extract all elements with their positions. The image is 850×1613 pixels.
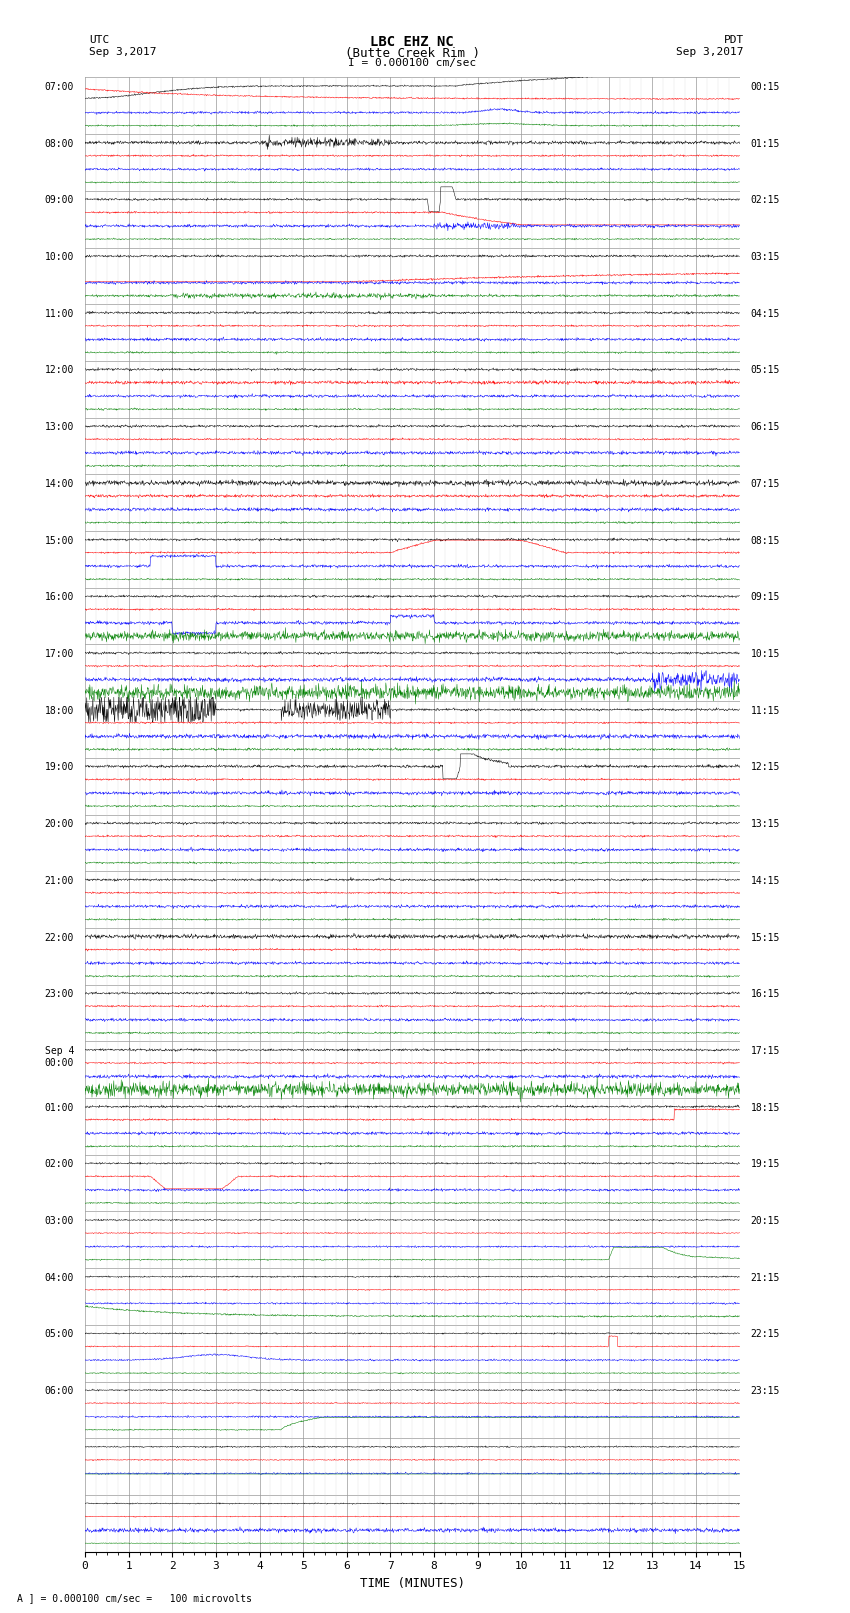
- Text: A ] = 0.000100 cm/sec =   100 microvolts: A ] = 0.000100 cm/sec = 100 microvolts: [17, 1594, 252, 1603]
- Text: 19:15: 19:15: [751, 1160, 779, 1169]
- Text: 12:15: 12:15: [751, 763, 779, 773]
- Text: 08:00: 08:00: [45, 139, 74, 148]
- Text: (Butte Creek Rim ): (Butte Creek Rim ): [345, 47, 479, 60]
- Text: UTC: UTC: [89, 35, 110, 45]
- Text: 17:00: 17:00: [45, 648, 74, 660]
- Text: 08:15: 08:15: [751, 536, 779, 545]
- Text: 06:00: 06:00: [45, 1386, 74, 1397]
- Text: 11:15: 11:15: [751, 706, 779, 716]
- Text: 23:15: 23:15: [751, 1386, 779, 1397]
- Text: 21:15: 21:15: [751, 1273, 779, 1282]
- Text: PDT: PDT: [723, 35, 744, 45]
- Text: 14:15: 14:15: [751, 876, 779, 886]
- Text: LBC EHZ NC: LBC EHZ NC: [371, 35, 454, 50]
- Text: 01:15: 01:15: [751, 139, 779, 148]
- X-axis label: TIME (MINUTES): TIME (MINUTES): [360, 1578, 465, 1590]
- Text: Sep 4
00:00: Sep 4 00:00: [45, 1045, 74, 1068]
- Text: 07:15: 07:15: [751, 479, 779, 489]
- Text: 02:15: 02:15: [751, 195, 779, 205]
- Text: 18:00: 18:00: [45, 706, 74, 716]
- Text: 20:00: 20:00: [45, 819, 74, 829]
- Text: 15:15: 15:15: [751, 932, 779, 942]
- Text: 12:00: 12:00: [45, 366, 74, 376]
- Text: I = 0.000100 cm/sec: I = 0.000100 cm/sec: [348, 58, 476, 68]
- Text: 11:00: 11:00: [45, 308, 74, 319]
- Text: 18:15: 18:15: [751, 1103, 779, 1113]
- Text: 09:00: 09:00: [45, 195, 74, 205]
- Text: 19:00: 19:00: [45, 763, 74, 773]
- Text: 14:00: 14:00: [45, 479, 74, 489]
- Text: 09:15: 09:15: [751, 592, 779, 602]
- Text: 05:15: 05:15: [751, 366, 779, 376]
- Text: 06:15: 06:15: [751, 423, 779, 432]
- Text: 13:15: 13:15: [751, 819, 779, 829]
- Text: 04:15: 04:15: [751, 308, 779, 319]
- Text: 17:15: 17:15: [751, 1045, 779, 1057]
- Text: 22:15: 22:15: [751, 1329, 779, 1339]
- Text: 00:15: 00:15: [751, 82, 779, 92]
- Text: 03:15: 03:15: [751, 252, 779, 261]
- Text: 13:00: 13:00: [45, 423, 74, 432]
- Text: 05:00: 05:00: [45, 1329, 74, 1339]
- Text: 23:00: 23:00: [45, 989, 74, 998]
- Text: 10:00: 10:00: [45, 252, 74, 261]
- Text: 02:00: 02:00: [45, 1160, 74, 1169]
- Text: 01:00: 01:00: [45, 1103, 74, 1113]
- Text: 15:00: 15:00: [45, 536, 74, 545]
- Text: 04:00: 04:00: [45, 1273, 74, 1282]
- Text: Sep 3,2017: Sep 3,2017: [89, 47, 156, 56]
- Text: Sep 3,2017: Sep 3,2017: [677, 47, 744, 56]
- Text: 03:00: 03:00: [45, 1216, 74, 1226]
- Text: 16:15: 16:15: [751, 989, 779, 998]
- Text: 10:15: 10:15: [751, 648, 779, 660]
- Text: 20:15: 20:15: [751, 1216, 779, 1226]
- Text: 21:00: 21:00: [45, 876, 74, 886]
- Text: 16:00: 16:00: [45, 592, 74, 602]
- Text: 22:00: 22:00: [45, 932, 74, 942]
- Text: 07:00: 07:00: [45, 82, 74, 92]
